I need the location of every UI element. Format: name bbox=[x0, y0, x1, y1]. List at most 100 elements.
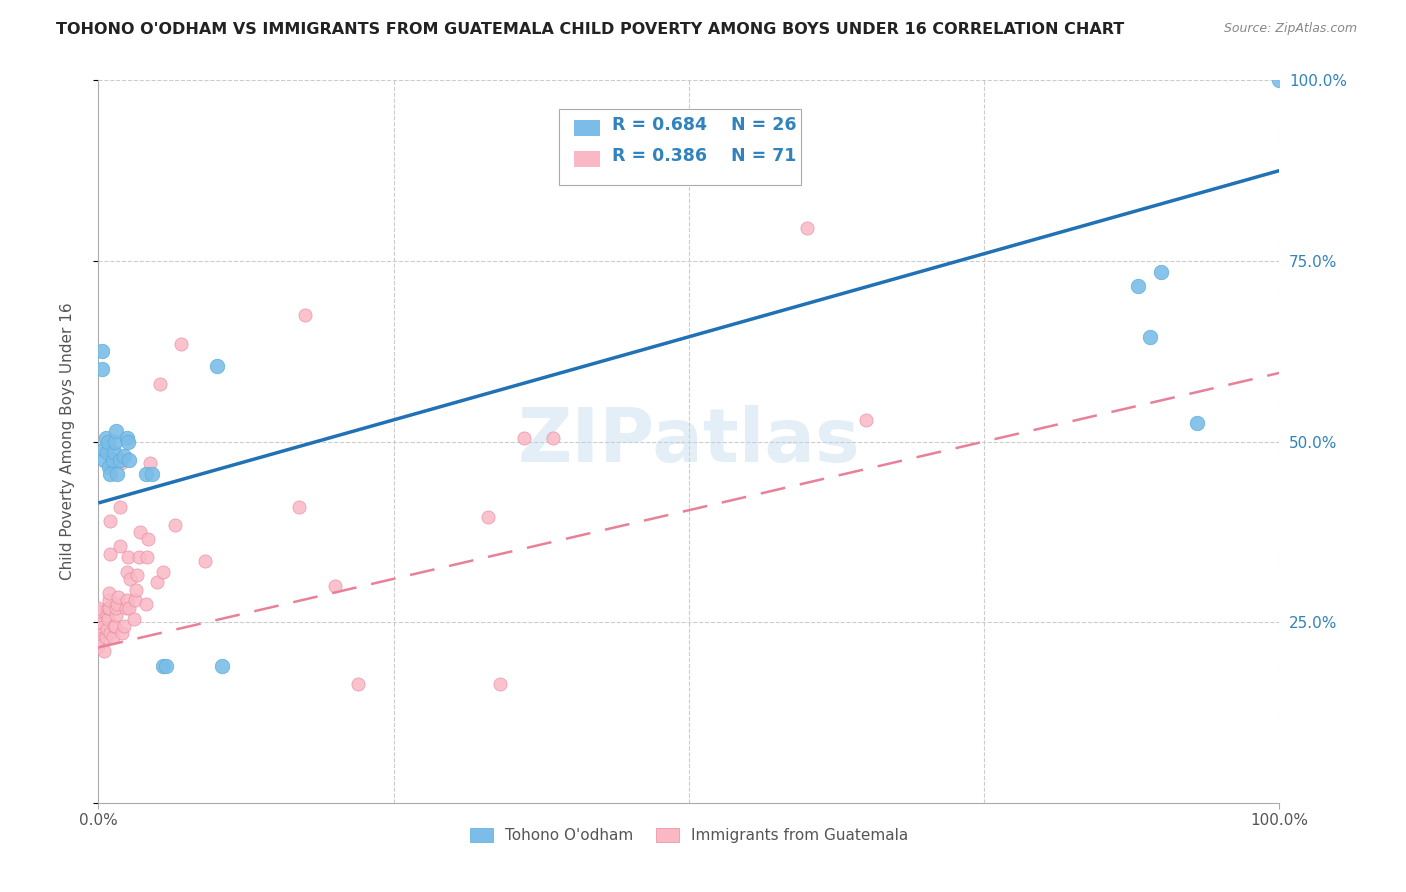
Point bbox=[97, 600, 120, 615]
Point bbox=[103, 619, 125, 633]
Point bbox=[115, 431, 138, 445]
Point bbox=[118, 452, 141, 467]
FancyBboxPatch shape bbox=[575, 152, 600, 167]
Point bbox=[112, 619, 135, 633]
Text: ZIPatlas: ZIPatlas bbox=[517, 405, 860, 478]
Point bbox=[98, 514, 121, 528]
Point bbox=[1185, 417, 1208, 431]
Point bbox=[105, 424, 128, 438]
Point bbox=[105, 607, 128, 622]
Point bbox=[91, 362, 114, 376]
Point bbox=[98, 467, 121, 481]
Point bbox=[87, 633, 110, 648]
Point bbox=[796, 221, 818, 235]
Point bbox=[149, 376, 172, 391]
Point bbox=[98, 593, 121, 607]
Point bbox=[135, 467, 157, 481]
Point bbox=[512, 431, 534, 445]
Point bbox=[170, 337, 193, 351]
Point bbox=[112, 449, 135, 463]
Point bbox=[288, 500, 311, 514]
Point bbox=[1150, 265, 1173, 279]
Point bbox=[87, 626, 110, 640]
Text: Source: ZipAtlas.com: Source: ZipAtlas.com bbox=[1223, 22, 1357, 36]
Point bbox=[94, 431, 117, 445]
Text: TOHONO O'ODHAM VS IMMIGRANTS FROM GUATEMALA CHILD POVERTY AMONG BOYS UNDER 16 CO: TOHONO O'ODHAM VS IMMIGRANTS FROM GUATEM… bbox=[56, 22, 1125, 37]
Y-axis label: Child Poverty Among Boys Under 16: Child Poverty Among Boys Under 16 bbox=[60, 302, 75, 581]
Point bbox=[87, 604, 110, 618]
Point bbox=[104, 619, 127, 633]
Text: R = 0.386    N = 71: R = 0.386 N = 71 bbox=[612, 147, 797, 165]
Point bbox=[1268, 73, 1291, 87]
Point bbox=[101, 630, 124, 644]
Point bbox=[128, 524, 150, 539]
Point bbox=[146, 575, 169, 590]
Point bbox=[96, 623, 118, 637]
Point bbox=[323, 579, 346, 593]
Point bbox=[108, 500, 131, 514]
Point bbox=[205, 359, 228, 373]
Point bbox=[139, 456, 162, 470]
Point bbox=[96, 607, 118, 622]
FancyBboxPatch shape bbox=[575, 120, 600, 136]
Point bbox=[152, 565, 174, 579]
Point bbox=[96, 445, 118, 459]
Point bbox=[97, 434, 120, 449]
Point bbox=[117, 550, 139, 565]
Point bbox=[97, 611, 120, 625]
Point bbox=[118, 600, 141, 615]
Point bbox=[107, 590, 129, 604]
Point bbox=[87, 619, 110, 633]
Point bbox=[135, 597, 157, 611]
Point bbox=[98, 600, 121, 615]
Point bbox=[110, 456, 132, 470]
Point bbox=[93, 442, 115, 456]
Point bbox=[135, 550, 157, 565]
Point bbox=[93, 644, 115, 658]
Point bbox=[128, 550, 150, 565]
Point bbox=[115, 565, 138, 579]
Point bbox=[91, 344, 114, 359]
Point bbox=[87, 615, 110, 630]
Point bbox=[127, 568, 149, 582]
Point bbox=[122, 611, 145, 625]
Point bbox=[108, 452, 131, 467]
Point bbox=[87, 623, 110, 637]
Point bbox=[104, 434, 127, 449]
Point bbox=[93, 452, 115, 467]
Point bbox=[87, 600, 110, 615]
Point bbox=[87, 640, 110, 655]
Point bbox=[98, 459, 121, 474]
Point bbox=[114, 600, 136, 615]
Point bbox=[855, 413, 877, 427]
Point bbox=[489, 676, 512, 690]
Point bbox=[541, 431, 564, 445]
FancyBboxPatch shape bbox=[560, 109, 801, 185]
Point bbox=[94, 630, 117, 644]
Point bbox=[124, 593, 146, 607]
Point bbox=[105, 467, 128, 481]
Point bbox=[294, 308, 316, 322]
Text: R = 0.684    N = 26: R = 0.684 N = 26 bbox=[612, 116, 797, 134]
Point bbox=[98, 586, 121, 600]
Point bbox=[165, 517, 187, 532]
Point bbox=[125, 582, 148, 597]
Point bbox=[117, 434, 139, 449]
Point bbox=[120, 572, 142, 586]
Point bbox=[98, 547, 121, 561]
Point bbox=[155, 658, 177, 673]
Point bbox=[111, 626, 134, 640]
Point bbox=[87, 607, 110, 622]
Point bbox=[87, 615, 110, 630]
Point bbox=[1126, 279, 1149, 293]
Point bbox=[101, 452, 124, 467]
Point bbox=[105, 597, 128, 611]
Point bbox=[194, 554, 217, 568]
Point bbox=[105, 600, 128, 615]
Legend: Tohono O'odham, Immigrants from Guatemala: Tohono O'odham, Immigrants from Guatemal… bbox=[464, 822, 914, 849]
Point bbox=[136, 532, 159, 546]
Point bbox=[98, 626, 121, 640]
Point bbox=[1139, 330, 1161, 344]
Point bbox=[115, 593, 138, 607]
Point bbox=[108, 539, 131, 553]
